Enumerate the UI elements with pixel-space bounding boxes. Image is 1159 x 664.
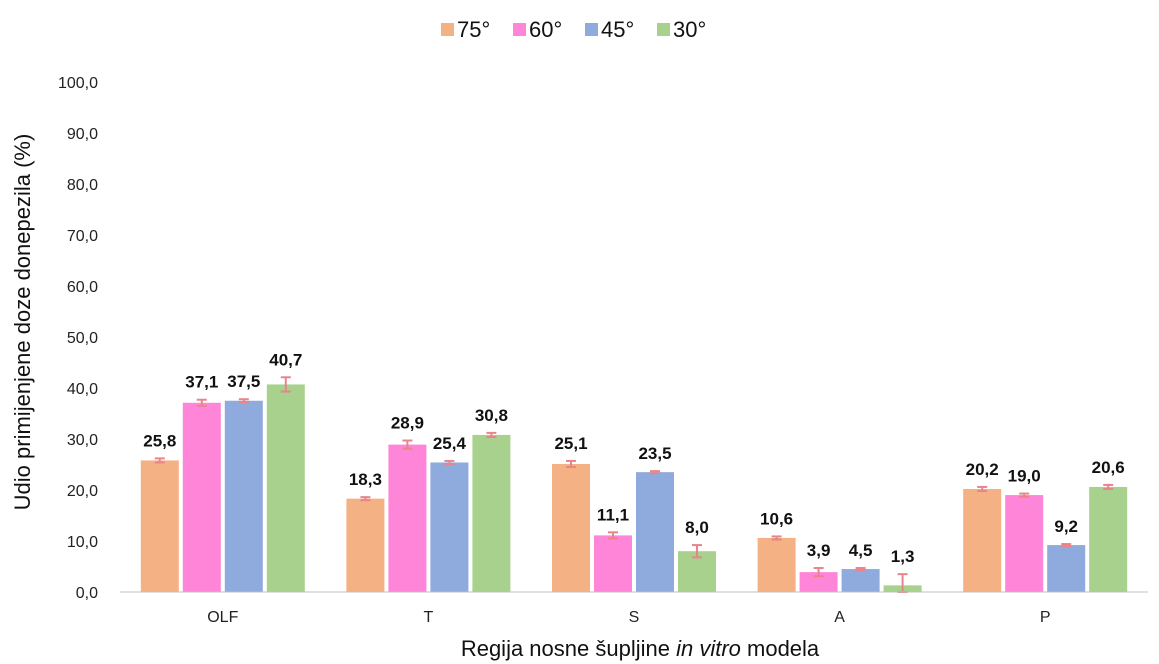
data-label: 4,5	[849, 541, 873, 560]
y-tick-label: 100,0	[58, 75, 98, 92]
y-tick-label: 0,0	[76, 585, 98, 602]
y-tick-label: 40,0	[67, 381, 98, 398]
data-label: 37,5	[227, 372, 260, 391]
bar	[963, 488, 1002, 592]
y-tick-label: 20,0	[67, 483, 98, 500]
data-label: 25,8	[143, 431, 176, 450]
x-tick-label: S	[629, 609, 640, 626]
data-label: 1,3	[891, 547, 915, 566]
bars	[140, 384, 1128, 592]
data-label: 30,8	[475, 406, 508, 425]
data-label: 20,2	[966, 460, 999, 479]
data-label: 23,5	[638, 444, 671, 463]
legend-label: 60°	[529, 17, 562, 42]
legend-label: 45°	[601, 17, 634, 42]
bar	[552, 463, 590, 592]
data-label: 19,0	[1008, 467, 1041, 486]
bar	[182, 402, 221, 592]
x-tick-label: OLF	[207, 609, 238, 626]
x-axis-ticks: OLF T S A P	[207, 609, 1050, 626]
bar	[594, 535, 632, 592]
y-tick-label: 60,0	[67, 279, 98, 296]
data-label: 20,6	[1092, 458, 1125, 477]
legend: 75° 60° 45° 30°	[441, 17, 706, 42]
bar	[1089, 486, 1128, 592]
legend-swatch	[657, 23, 670, 36]
x-tick-label: A	[834, 609, 845, 626]
bar	[224, 400, 263, 592]
legend-swatch	[513, 23, 526, 36]
data-label: 40,7	[269, 350, 302, 369]
data-label: 25,1	[554, 434, 587, 453]
data-label: 28,9	[391, 414, 424, 433]
y-tick-label: 70,0	[67, 228, 98, 245]
data-label: 11,1	[597, 505, 629, 524]
legend-label: 30°	[673, 17, 706, 42]
x-tick-label: T	[424, 609, 434, 626]
bar	[1047, 545, 1086, 592]
data-label: 10,6	[760, 509, 793, 528]
data-label: 37,1	[185, 373, 218, 392]
x-axis-title: Regija nosne šupljine in vitro modela	[461, 636, 820, 661]
x-axis-title-part2: modela	[741, 636, 820, 661]
x-tick-label: P	[1040, 609, 1051, 626]
error-bars	[154, 376, 1114, 593]
data-label: 3,9	[807, 541, 831, 560]
data-label: 9,2	[1054, 517, 1078, 536]
legend-swatch	[441, 23, 454, 36]
x-axis-title-italic: in vitro	[676, 636, 741, 661]
bar	[757, 537, 796, 592]
y-tick-label: 30,0	[67, 432, 98, 449]
data-label: 8,0	[685, 518, 709, 537]
bar	[140, 460, 179, 592]
bar	[636, 472, 674, 592]
y-tick-label: 90,0	[67, 126, 98, 143]
data-label: 18,3	[349, 470, 382, 489]
y-tick-label: 10,0	[67, 534, 98, 551]
y-tick-label: 50,0	[67, 330, 98, 347]
bar	[430, 462, 469, 592]
bar	[388, 444, 427, 592]
bar	[346, 498, 385, 592]
bar	[266, 384, 305, 592]
data-labels: 25,8 37,1 37,5 40,7 18,3 28,9 25,4 30,8 25,1 11,1…	[143, 350, 1124, 566]
y-axis-title: Udio primijenjene doze donepezila (%)	[10, 134, 35, 511]
legend-label: 75°	[457, 17, 490, 42]
y-axis-ticks: 0,0 10,0 20,0 30,0 40,0 50,0 60,0 70,0 80,0 90,0 1…	[58, 75, 98, 602]
data-label: 25,4	[433, 434, 467, 453]
y-tick-label: 80,0	[67, 177, 98, 194]
x-axis-title-part1: Regija nosne šupljine	[461, 636, 676, 661]
bar	[799, 572, 838, 592]
bar	[1005, 495, 1044, 592]
bar	[472, 434, 511, 592]
bar	[841, 569, 880, 592]
legend-swatch	[585, 23, 598, 36]
